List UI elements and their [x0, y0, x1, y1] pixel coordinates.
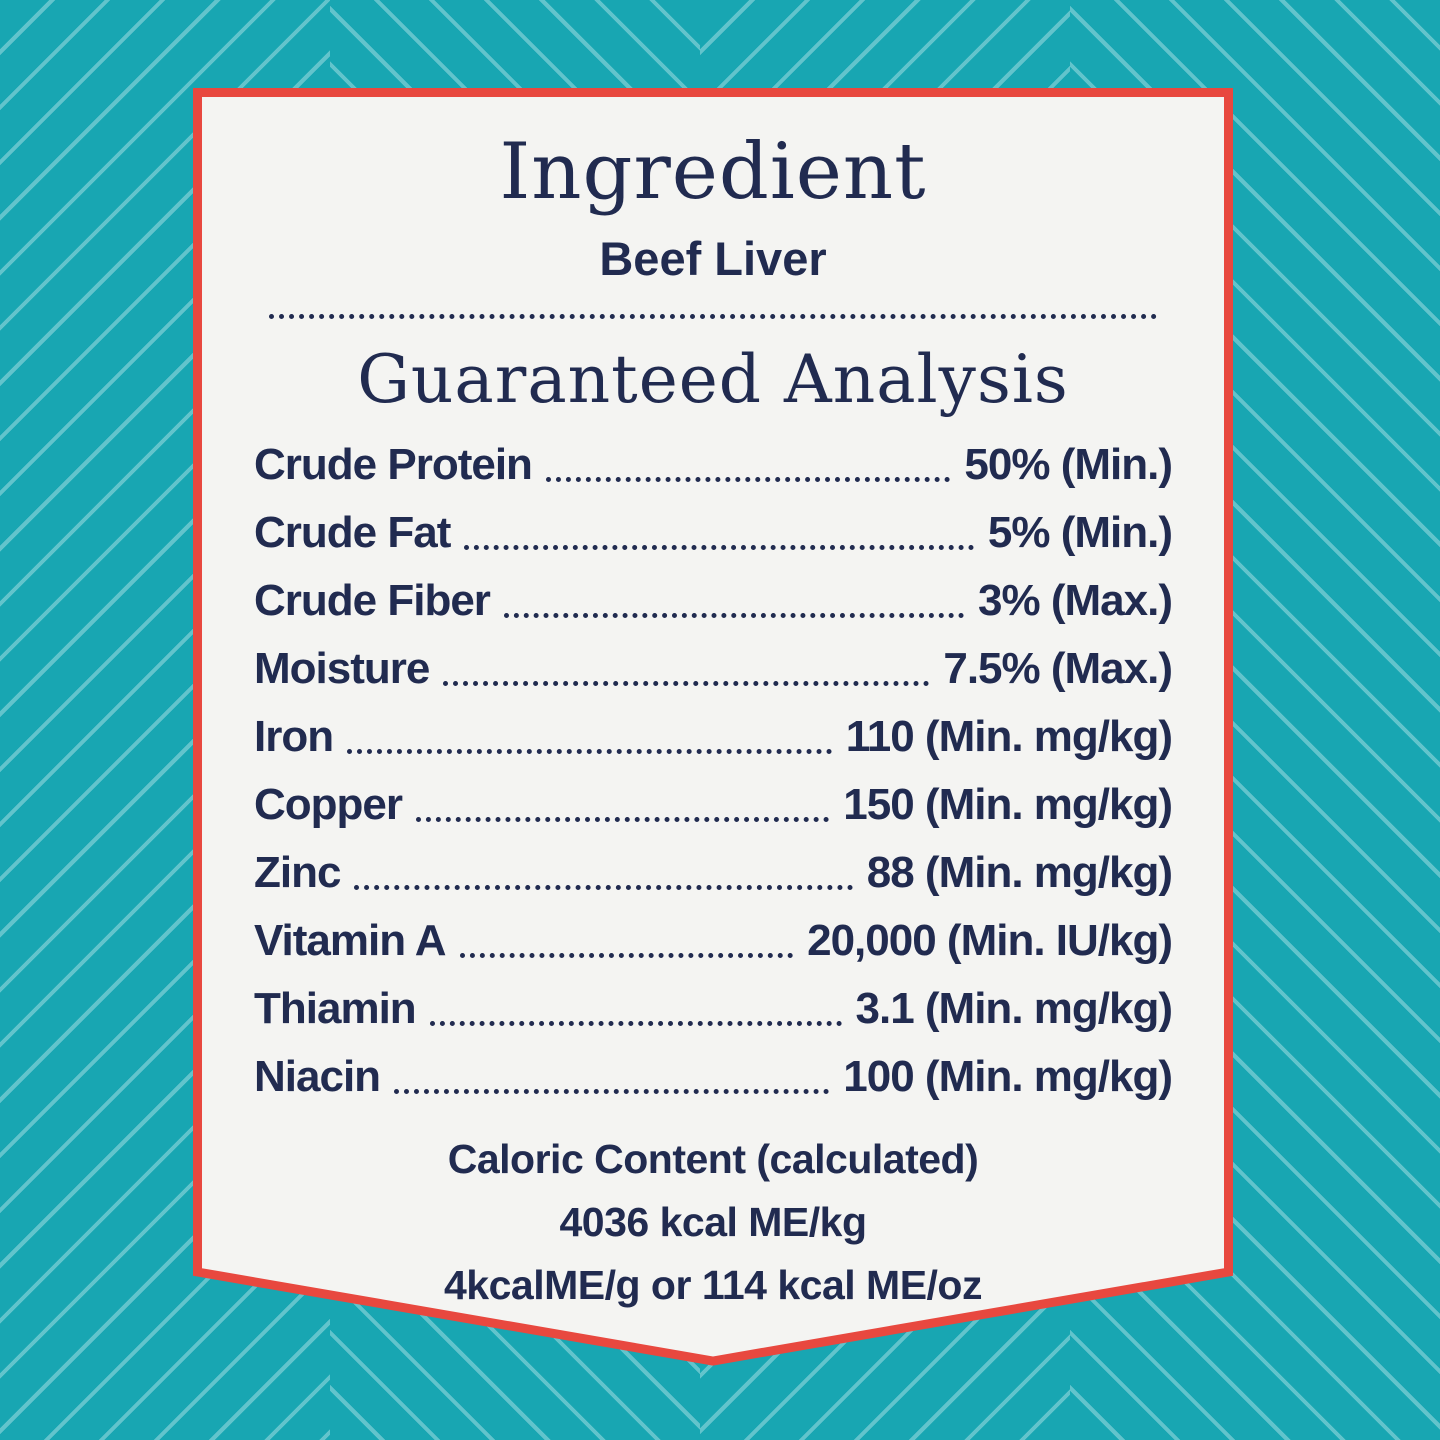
nutrient-name: Crude Fat [254, 508, 451, 557]
analysis-row: Thiamin 3.1 (Min. mg/kg) [254, 984, 1173, 1033]
analysis-row: Crude Protein 50% (Min.) [254, 440, 1173, 489]
analysis-row: Vitamin A 20,000 (Min. IU/kg) [254, 916, 1173, 965]
analysis-row: Moisture 7.5% (Max.) [254, 644, 1173, 693]
dotted-leader [464, 545, 974, 550]
dotted-leader [443, 681, 930, 686]
analysis-rows: Crude Protein 50% (Min.) Crude Fat 5% (M… [254, 440, 1173, 1101]
dotted-leader [394, 1089, 830, 1094]
dotted-leader [416, 817, 830, 822]
nutrient-name: Niacin [254, 1052, 381, 1101]
nutrient-name: Thiamin [254, 984, 417, 1033]
analysis-row: Iron 110 (Min. mg/kg) [254, 712, 1173, 761]
ingredient-title: Ingredient [499, 127, 927, 217]
analysis-row: Copper 150 (Min. mg/kg) [254, 780, 1173, 829]
nutrient-value: 20,000 (Min. IU/kg) [807, 916, 1173, 965]
analysis-row: Zinc 88 (Min. mg/kg) [254, 848, 1173, 897]
badge-shape [193, 88, 1233, 1366]
dotted-leader [354, 885, 853, 890]
nutrient-value: 50% (Min.) [964, 440, 1173, 489]
label-content: Ingredient Beef Liver Guaranteed Analysi… [202, 97, 1224, 1306]
dotted-leader [429, 1021, 842, 1026]
nutrient-name: Zinc [254, 848, 341, 897]
ingredient-name: Beef Liver [599, 232, 827, 285]
nutrient-value: 3% (Max.) [978, 576, 1173, 625]
analysis-row: Niacin 100 (Min. mg/kg) [254, 1052, 1173, 1101]
dotted-divider [269, 314, 1157, 319]
nutrient-value: 3.1 (Min. mg/kg) [855, 984, 1173, 1033]
nutrient-value: 7.5% (Max.) [943, 644, 1173, 693]
dotted-leader [503, 613, 965, 618]
nutrient-value: 110 (Min. mg/kg) [845, 712, 1173, 761]
caloric-kcal-per-g-oz: 4kcalME/g or 114 kcal ME/oz [444, 1262, 982, 1308]
caloric-title: Caloric Content (calculated) [447, 1136, 979, 1182]
nutrient-name: Crude Protein [254, 440, 533, 489]
analysis-row: Crude Fiber 3% (Max.) [254, 576, 1173, 625]
dotted-leader [545, 477, 951, 482]
nutrient-value: 100 (Min. mg/kg) [843, 1052, 1173, 1101]
analysis-row: Crude Fat 5% (Min.) [254, 508, 1173, 557]
nutrient-value: 150 (Min. mg/kg) [843, 780, 1173, 829]
nutrient-name: Iron [254, 712, 334, 761]
nutrient-name: Crude Fiber [254, 576, 491, 625]
guaranteed-analysis-title: Guaranteed Analysis [357, 341, 1069, 418]
nutrient-name: Copper [254, 780, 403, 829]
caloric-content-block: Caloric Content (calculated) 4036 kcal M… [202, 1139, 1224, 1306]
nutrient-name: Vitamin A [254, 916, 446, 965]
nutrient-value: 88 (Min. mg/kg) [866, 848, 1173, 897]
dotted-leader [347, 749, 832, 754]
dotted-leader [459, 953, 794, 958]
nutrient-value: 5% (Min.) [987, 508, 1173, 557]
caloric-kcal-per-kg: 4036 kcal ME/kg [559, 1199, 867, 1245]
nutrient-name: Moisture [254, 644, 430, 693]
